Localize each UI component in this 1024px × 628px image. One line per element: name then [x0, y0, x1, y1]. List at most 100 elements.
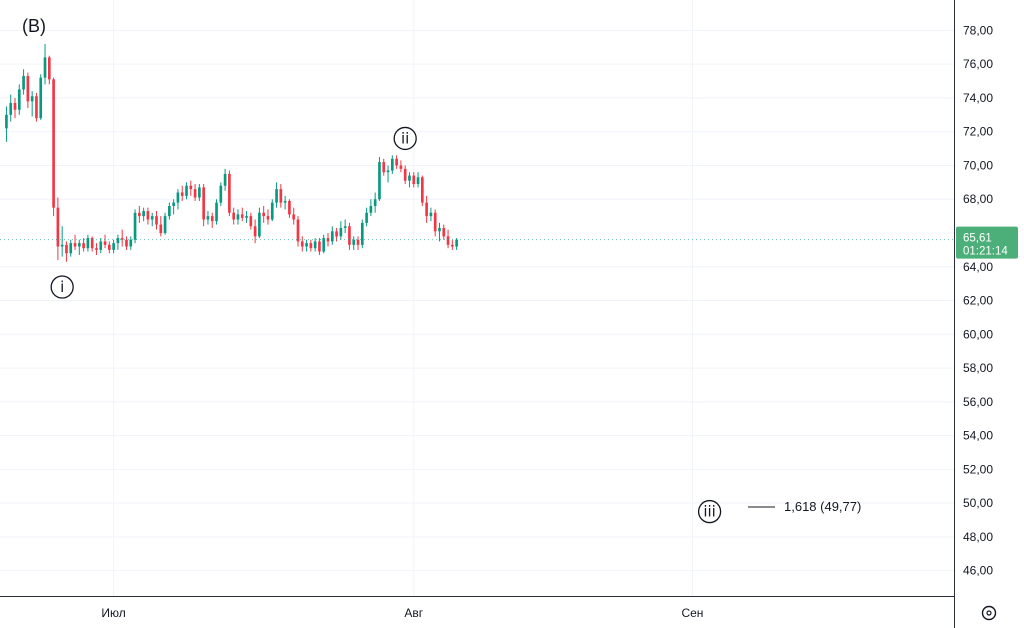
candle-body [386, 170, 390, 173]
time-axis[interactable]: Июл Авг Сен [0, 596, 955, 621]
candle-body [455, 239, 458, 247]
bar-countdown: 01:21:14 [963, 246, 1008, 258]
time-tick-label: Сен [681, 606, 703, 620]
candle-body [382, 162, 386, 173]
candle-body [292, 214, 296, 220]
wave-label-circle [50, 275, 74, 299]
candle-body [142, 211, 145, 217]
corner-label: (B) [22, 16, 46, 36]
candle-body [399, 165, 403, 169]
time-tick-label: Авг [404, 606, 423, 620]
candle-body [198, 187, 201, 198]
candle-body [163, 216, 167, 233]
candle-body [253, 226, 257, 237]
candle-body [168, 205, 171, 217]
candle-body [408, 175, 411, 181]
candle-body [47, 57, 51, 80]
candle-body [266, 216, 270, 220]
settings-icon[interactable] [981, 605, 997, 621]
auto-scale-button[interactable] [981, 605, 997, 621]
candle-body [219, 185, 223, 203]
price-tick-label: 70,00 [963, 158, 993, 172]
candle-body [155, 216, 158, 225]
candle-body [360, 222, 364, 245]
candle-body [429, 212, 433, 217]
candle-body [129, 239, 133, 247]
candle-body [258, 212, 261, 237]
candle-body [176, 192, 180, 203]
candle-body [228, 173, 231, 213]
price-axis[interactable]: 78,0076,0074,0072,0070,0068,0066,0064,00… [954, 0, 1019, 628]
price-tick-label: 46,00 [963, 564, 993, 578]
candle-body [318, 241, 321, 252]
candle-body [309, 243, 313, 249]
candle-body [322, 238, 326, 252]
candle-body [262, 212, 266, 217]
candle-body [296, 219, 300, 242]
candle-body [9, 102, 13, 115]
candle-body [69, 243, 73, 254]
candle-body [185, 185, 188, 196]
candle-body [369, 205, 373, 213]
wave-label-circle [393, 126, 417, 151]
candle-body [150, 216, 154, 220]
candle-body [421, 177, 424, 203]
wave-label-circle [697, 499, 722, 524]
candle-body [425, 202, 428, 217]
price-tick-label: 78,00 [963, 23, 993, 37]
candle-body [138, 212, 141, 217]
candle-body [82, 243, 85, 249]
candle-body [412, 175, 416, 185]
candle-body [451, 244, 454, 247]
candle-body [17, 89, 21, 110]
candle-body [446, 236, 450, 245]
price-tick-label: 62,00 [963, 294, 993, 308]
candle-body [305, 243, 308, 247]
candle-body [373, 199, 377, 206]
candle-body [180, 192, 184, 196]
candle-body [365, 212, 368, 223]
candle-body [172, 202, 175, 206]
wave-label-text: i [60, 278, 64, 296]
candle-body [300, 241, 304, 247]
candle-body [13, 102, 17, 110]
candle-body [30, 96, 34, 102]
candle-body [22, 75, 25, 90]
price-tick-label: 68,00 [963, 192, 993, 206]
candles [0, 43, 954, 262]
candle-body [232, 212, 236, 220]
candle-body [133, 212, 137, 240]
candle-body [245, 216, 248, 218]
price-tick-label: 64,00 [963, 260, 993, 274]
candle-body [39, 77, 43, 119]
current-price-tag [956, 226, 1018, 259]
price-tick-label: 60,00 [963, 327, 993, 341]
candle-body [442, 227, 446, 237]
candle-body [125, 239, 128, 247]
candle-body [95, 248, 98, 250]
candle-body [35, 96, 38, 119]
grid [0, 0, 954, 596]
price-tick-label: 56,00 [963, 395, 993, 409]
fib-level-label: 1,618 (49,77) [784, 499, 861, 514]
candle-body [249, 216, 253, 227]
candle-body [90, 238, 94, 249]
candle-body [275, 189, 278, 203]
price-tick-label: 54,00 [963, 429, 993, 443]
candle-body [206, 216, 210, 220]
candle-body [279, 189, 283, 203]
candle-body [416, 177, 420, 185]
candle-body [86, 238, 90, 249]
candle-body [112, 243, 115, 250]
candle-body [240, 214, 244, 218]
candle-body [313, 241, 317, 249]
current-price-value: 65,61 [963, 233, 992, 245]
candle-body [330, 231, 334, 242]
time-tick-label: Июл [101, 606, 125, 620]
candle-body [108, 244, 111, 250]
candle-body [356, 239, 360, 245]
candle-body [395, 158, 398, 166]
price-tick-label: 50,00 [963, 496, 993, 510]
price-tick-label: 76,00 [963, 57, 993, 71]
